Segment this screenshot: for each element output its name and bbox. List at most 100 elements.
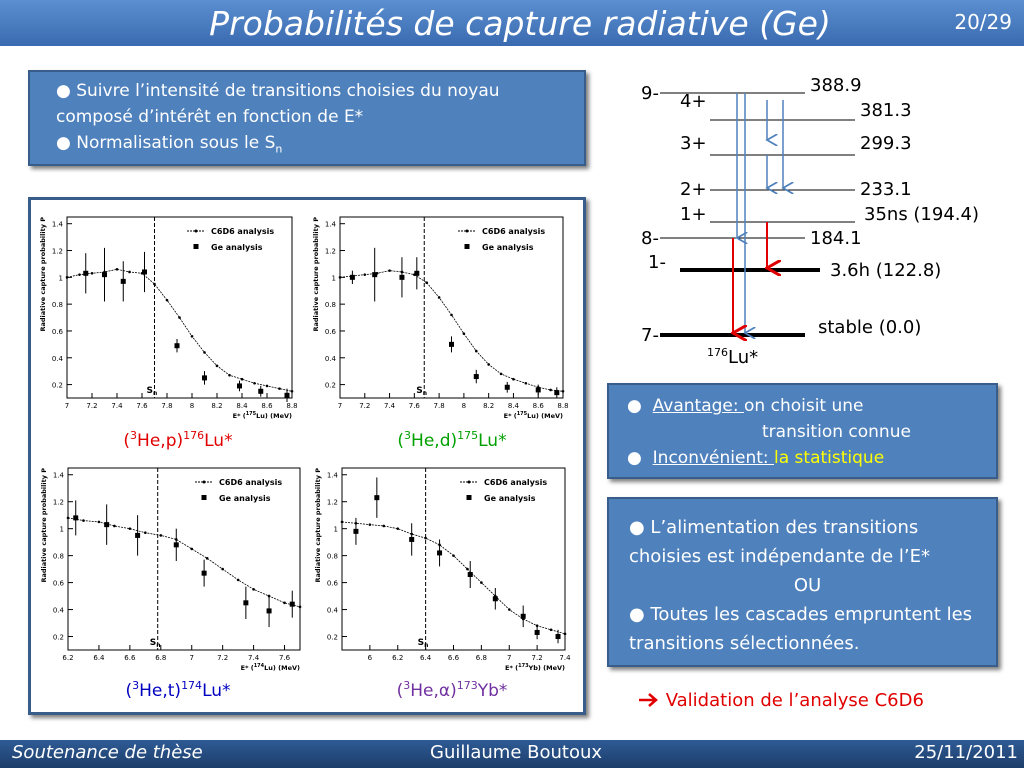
ge-point	[449, 341, 454, 347]
x-tick-label: 7	[189, 654, 193, 662]
mass: 175	[246, 411, 257, 417]
c6d6-point	[474, 349, 478, 353]
c6d6-point	[221, 567, 224, 571]
legend-square	[201, 495, 207, 500]
legend-label: Ge analysis	[482, 243, 534, 252]
c6d6-point	[159, 534, 163, 537]
ge-point	[414, 270, 420, 276]
energy-label: 388.9	[810, 75, 862, 96]
c6d6-point	[563, 632, 567, 636]
c6d6-point	[368, 523, 372, 526]
spin-label: 2+	[680, 179, 707, 200]
title: Probabilités de capture radiative (Ge)	[209, 4, 831, 43]
x-tick-label: 7	[65, 402, 69, 410]
text: S	[147, 386, 153, 396]
energy-label: 35ns (194.4)	[864, 204, 979, 225]
c6d6-point	[425, 281, 429, 284]
ge-point	[555, 634, 561, 640]
text: He,p)	[137, 431, 183, 451]
ge-point	[520, 613, 526, 619]
sn-label: Sn	[147, 386, 158, 397]
x-tick-label: 7.4	[384, 402, 396, 410]
subscript: n	[156, 642, 160, 649]
y-tick-label: 0.4	[327, 607, 339, 615]
x-tick-label: 6.6	[448, 654, 460, 662]
x-tick-label: 7.6	[409, 402, 421, 410]
x-tick-label: 7.2	[217, 654, 228, 662]
mass: 176	[707, 346, 728, 359]
c6d6-point	[252, 588, 255, 591]
text: E* (	[233, 412, 246, 420]
y-tick-label: 0.2	[52, 382, 63, 390]
intro-box: ● Suivre l’intensité de transitions choi…	[28, 70, 586, 166]
c6d6-point	[165, 298, 169, 302]
plot: 6 6.2 6.4 6.6 6.8 7 7.2 7.4 0.2 0.4 0.6 0.8 1 1.2 1.4 R…	[314, 467, 571, 701]
x-tick-label: 6.8	[476, 654, 487, 662]
c6d6-point	[450, 313, 453, 317]
y-axis-label: Radiative capture probability P	[40, 468, 48, 583]
ge-point	[120, 278, 126, 284]
text: E* (	[505, 664, 518, 672]
c6d6-point	[128, 270, 131, 274]
y-tick-label: 0.8	[327, 553, 338, 561]
c6d6-point	[228, 373, 231, 377]
page-number: 20/29	[954, 10, 1012, 34]
ge-point	[142, 269, 147, 275]
mass: 176	[183, 429, 204, 442]
ge-point	[266, 608, 272, 614]
ge-point	[504, 384, 510, 390]
x-tick-label: 7.8	[434, 402, 445, 410]
ge-point	[104, 522, 110, 528]
spin-label: 1+	[680, 204, 707, 225]
legend-label: Ge analysis	[219, 494, 271, 503]
legend-dot	[467, 480, 471, 484]
y-tick-label: 1.4	[53, 472, 65, 480]
label: Avantage:	[652, 396, 745, 416]
spin-label: 3+	[680, 133, 707, 154]
text: S	[416, 386, 422, 396]
text: E* (	[241, 664, 254, 672]
legend-label: Ge analysis	[484, 494, 536, 503]
symbol: Lu*	[728, 347, 758, 368]
ge-point	[437, 550, 443, 556]
legend-label: C6D6 analysis	[219, 478, 282, 487]
c6d6-point	[66, 516, 70, 520]
x-axis-label: E* (173Yb) (MeV)	[505, 663, 565, 672]
y-tick-label: 0.8	[52, 301, 63, 309]
c6d6-point	[236, 578, 240, 582]
ge-point	[83, 270, 89, 276]
subscript: n	[423, 390, 427, 397]
conclusion: Validation de l’analyse C6D6	[638, 690, 924, 711]
y-tick-label: 0.2	[53, 634, 64, 642]
x-tick-label: 7.6	[136, 402, 148, 410]
legend-dot	[194, 229, 198, 233]
text: E* (	[504, 412, 517, 420]
c6d6-point	[396, 527, 400, 530]
text: ● Normalisation sous le S	[56, 133, 276, 153]
ge-point	[102, 272, 107, 278]
text: He,d)	[411, 431, 457, 451]
x-tick-label: 6.8	[155, 654, 166, 662]
mass: 3	[132, 679, 139, 692]
c6d6-point	[283, 601, 286, 605]
c6d6-point	[128, 527, 132, 530]
arrow-icon	[639, 693, 658, 707]
c6d6-line	[66, 268, 293, 392]
spin-label: 1-	[648, 252, 666, 273]
c6d6-point	[561, 389, 565, 393]
energy-label: 381.3	[860, 100, 912, 121]
ge-point	[258, 388, 264, 394]
x-tick-label: 8.2	[211, 402, 222, 410]
ge-point	[372, 272, 378, 278]
c6d6-point	[549, 628, 553, 632]
x-axis-label: E* (175Lu) (MeV)	[504, 411, 563, 420]
c6d6-point	[363, 273, 367, 276]
text: Lu*	[204, 431, 232, 451]
c6d6-point	[549, 388, 552, 392]
subscript: n	[275, 142, 283, 156]
plot-frame	[339, 216, 564, 399]
ge-point	[135, 532, 141, 538]
mass: 3	[130, 429, 137, 442]
x-tick-label: 6.2	[62, 654, 73, 662]
c6d6-point	[452, 554, 455, 557]
